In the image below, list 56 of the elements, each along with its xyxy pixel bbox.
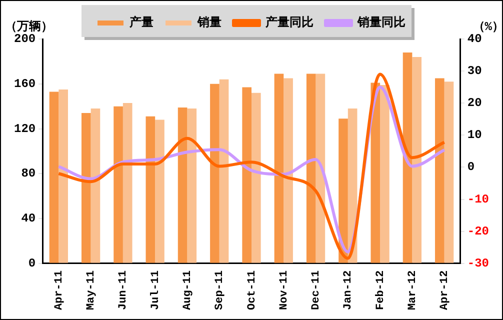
x-tick-label: Feb-12: [374, 270, 387, 310]
y2-tick-label: -30: [467, 256, 490, 270]
bar: [242, 87, 252, 263]
y2-tick-label: 0: [467, 160, 475, 174]
x-tick-label: Jun-11: [118, 270, 130, 310]
bar: [252, 92, 261, 263]
y2-tick-label: -10: [467, 192, 490, 206]
legend-label: 产量同比: [264, 15, 314, 30]
y-axis-title: （万辆）: [5, 19, 53, 34]
bar: [49, 92, 59, 263]
y2-tick-label: -20: [467, 224, 490, 238]
legend-label: 销量: [196, 16, 222, 30]
bar: [219, 79, 229, 263]
bar: [90, 108, 100, 263]
bar: [146, 116, 156, 263]
x-tick-label: Dec-11: [310, 270, 323, 310]
x-tick-label: May-11: [86, 270, 98, 310]
x-tick-label: Aug-11: [182, 270, 194, 310]
bar: [412, 56, 422, 263]
legend-label: 产量: [128, 15, 154, 30]
bar: [155, 120, 164, 263]
y-tick-label: 0: [28, 256, 36, 270]
bar: [435, 78, 444, 263]
bar: [380, 85, 390, 263]
bar: [114, 106, 123, 263]
y-tick-label: 40: [21, 212, 36, 226]
x-tick-label: Jul-11: [150, 270, 162, 310]
bar: [284, 78, 293, 263]
y-tick-label: 200: [14, 32, 36, 46]
bar: [122, 102, 132, 263]
y-tick-label: 80: [21, 166, 36, 181]
bar: [402, 52, 412, 263]
x-tick-label: Apr-12: [439, 270, 452, 310]
y2-tick-label: 40: [467, 32, 482, 46]
bar: [338, 118, 348, 263]
x-tick-label: Jan-12: [342, 270, 355, 310]
legend-label: 销量同比: [356, 15, 406, 30]
y-tick-label: 160: [14, 76, 36, 91]
bar: [187, 108, 197, 263]
x-tick-label: Oct-11: [246, 270, 258, 310]
y2-tick-label: 20: [467, 96, 482, 110]
bar: [444, 82, 454, 263]
bar: [274, 74, 284, 263]
x-tick-label: Nov-11: [278, 270, 290, 310]
bar: [58, 89, 68, 263]
x-tick-label: Apr-11: [53, 270, 66, 310]
y2-tick-label: 30: [467, 64, 482, 78]
bar: [210, 84, 220, 263]
bar: [178, 107, 188, 263]
x-tick-label: Mar-12: [406, 270, 419, 310]
y2-axis-title: （%）: [472, 20, 503, 34]
bar: [306, 74, 316, 263]
y2-tick-label: 10: [467, 128, 482, 142]
y-tick-label: 120: [14, 122, 36, 136]
x-tick-label: Sep-11: [214, 270, 226, 310]
bar: [81, 113, 91, 263]
